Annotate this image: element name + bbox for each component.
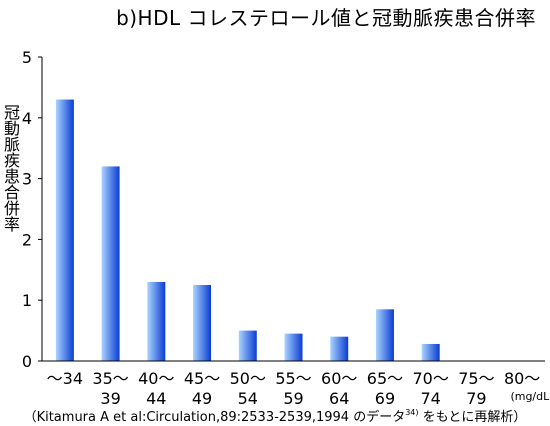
x-unit-label: (mg/dL) (510, 390, 550, 403)
x-tick-label: ～34 (47, 369, 83, 388)
y-tick-label: 0 (22, 352, 32, 371)
x-tick-label: 39 (100, 389, 120, 408)
bar (55, 99, 74, 361)
x-tick-label: 74 (421, 389, 441, 408)
y-tick-label: 4 (22, 109, 32, 128)
x-tick-label: 45～ (184, 369, 220, 388)
x-tick-label: 75～ (458, 369, 494, 388)
x-tick-label: 49 (192, 389, 212, 408)
y-tick-label: 1 (22, 291, 32, 310)
x-tick-label: 80～ (504, 369, 540, 388)
x-tick-label: 79 (466, 389, 486, 408)
x-tick-label: 70～ (412, 369, 448, 388)
x-tick-label: 64 (329, 389, 349, 408)
x-tick-label: 50～ (230, 369, 266, 388)
bar (421, 343, 440, 361)
x-tick-label: 60～ (321, 369, 357, 388)
y-axis-label: 冠動脈疾患合併率 (1, 104, 20, 232)
bar (101, 166, 120, 361)
x-tick-label: 54 (238, 389, 258, 408)
x-tick-label: 40～ (138, 369, 174, 388)
x-tick-label: 44 (146, 389, 166, 408)
citation: （Kitamura A et al:Circulation,89:2533-25… (0, 406, 550, 425)
bar (147, 281, 166, 361)
y-tick-label: 3 (22, 170, 32, 189)
x-tick-label: 59 (283, 389, 303, 408)
bar (330, 336, 349, 361)
y-tick-label: 5 (22, 48, 32, 67)
bar (375, 309, 394, 361)
bar (238, 330, 257, 361)
y-tick-label: 2 (22, 230, 32, 249)
citation-ref: 34) (405, 408, 419, 417)
citation-suffix: をもとに再解析） (418, 410, 527, 425)
x-tick-label: 65～ (367, 369, 403, 388)
x-tick-label: 35～ (92, 369, 128, 388)
x-tick-label: 69 (375, 389, 395, 408)
bar (284, 333, 303, 361)
chart-title: b)HDL コレステロール値と冠動脈疾患合併率 (116, 6, 536, 30)
bar (193, 285, 212, 361)
citation-prefix: （Kitamura A et al:Circulation,89:2533-25… (23, 410, 406, 425)
x-tick-label: 55～ (275, 369, 311, 388)
